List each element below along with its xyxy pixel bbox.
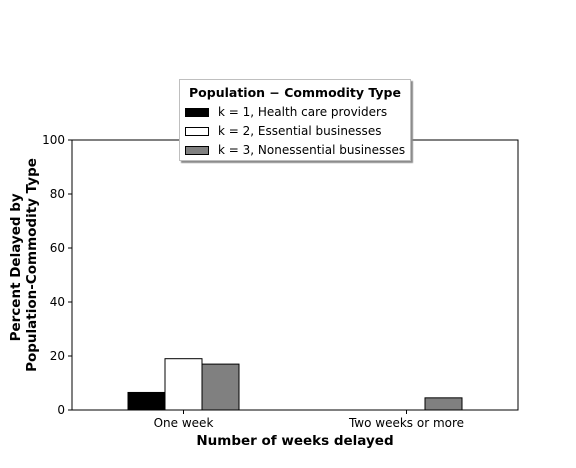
legend-label-k2: k = 2, Essential businesses: [218, 124, 382, 138]
x-tick-label-0: One week: [154, 416, 214, 430]
legend-swatch-k1: [185, 107, 209, 117]
plot-area: [71, 139, 519, 411]
legend-label-k1: k = 1, Health care providers: [218, 105, 388, 119]
y-tick-label-80: 80: [50, 187, 65, 201]
y-axis: 0 20 40 60 80 100: [42, 133, 72, 417]
y-tick-label-40: 40: [50, 295, 65, 309]
legend-item-k3: k = 3, Nonessential businesses: [185, 142, 405, 158]
y-axis-label-line-2: Population-Commodity Type: [24, 158, 40, 372]
legend: Population − Commodity Type k = 1, Healt…: [179, 79, 411, 161]
y-tick-label-100: 100: [42, 133, 65, 147]
bars-group: [127, 358, 463, 411]
legend-swatch-k2: [185, 126, 209, 136]
y-axis-label: Percent Delayed by Population-Commodity …: [8, 158, 40, 372]
x-axis-label: Number of weeks delayed: [196, 433, 393, 449]
bar-k1-0: [127, 391, 166, 411]
y-tick-label-0: 0: [57, 403, 65, 417]
legend-swatch-k3: [185, 145, 209, 155]
legend-item-k2: k = 2, Essential businesses: [185, 123, 381, 139]
x-tick-label-1: Two weeks or more: [348, 416, 464, 430]
x-axis: One week Two weeks or more: [154, 410, 464, 430]
bar-k3-1: [424, 397, 463, 411]
legend-label-k3: k = 3, Nonessential businesses: [218, 143, 406, 157]
legend-title: Population − Commodity Type: [189, 85, 401, 100]
y-axis-label-line-1: Percent Delayed by: [8, 193, 24, 341]
bar-k2-0: [164, 358, 203, 411]
y-tick-label-20: 20: [50, 349, 65, 363]
bar-k3-0: [201, 363, 240, 411]
y-tick-label-60: 60: [50, 241, 65, 255]
legend-item-k1: k = 1, Health care providers: [185, 104, 387, 120]
